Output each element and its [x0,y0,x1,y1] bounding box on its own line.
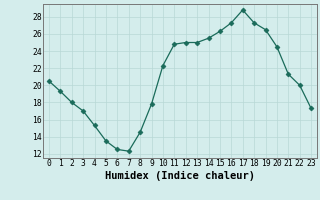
X-axis label: Humidex (Indice chaleur): Humidex (Indice chaleur) [105,171,255,181]
